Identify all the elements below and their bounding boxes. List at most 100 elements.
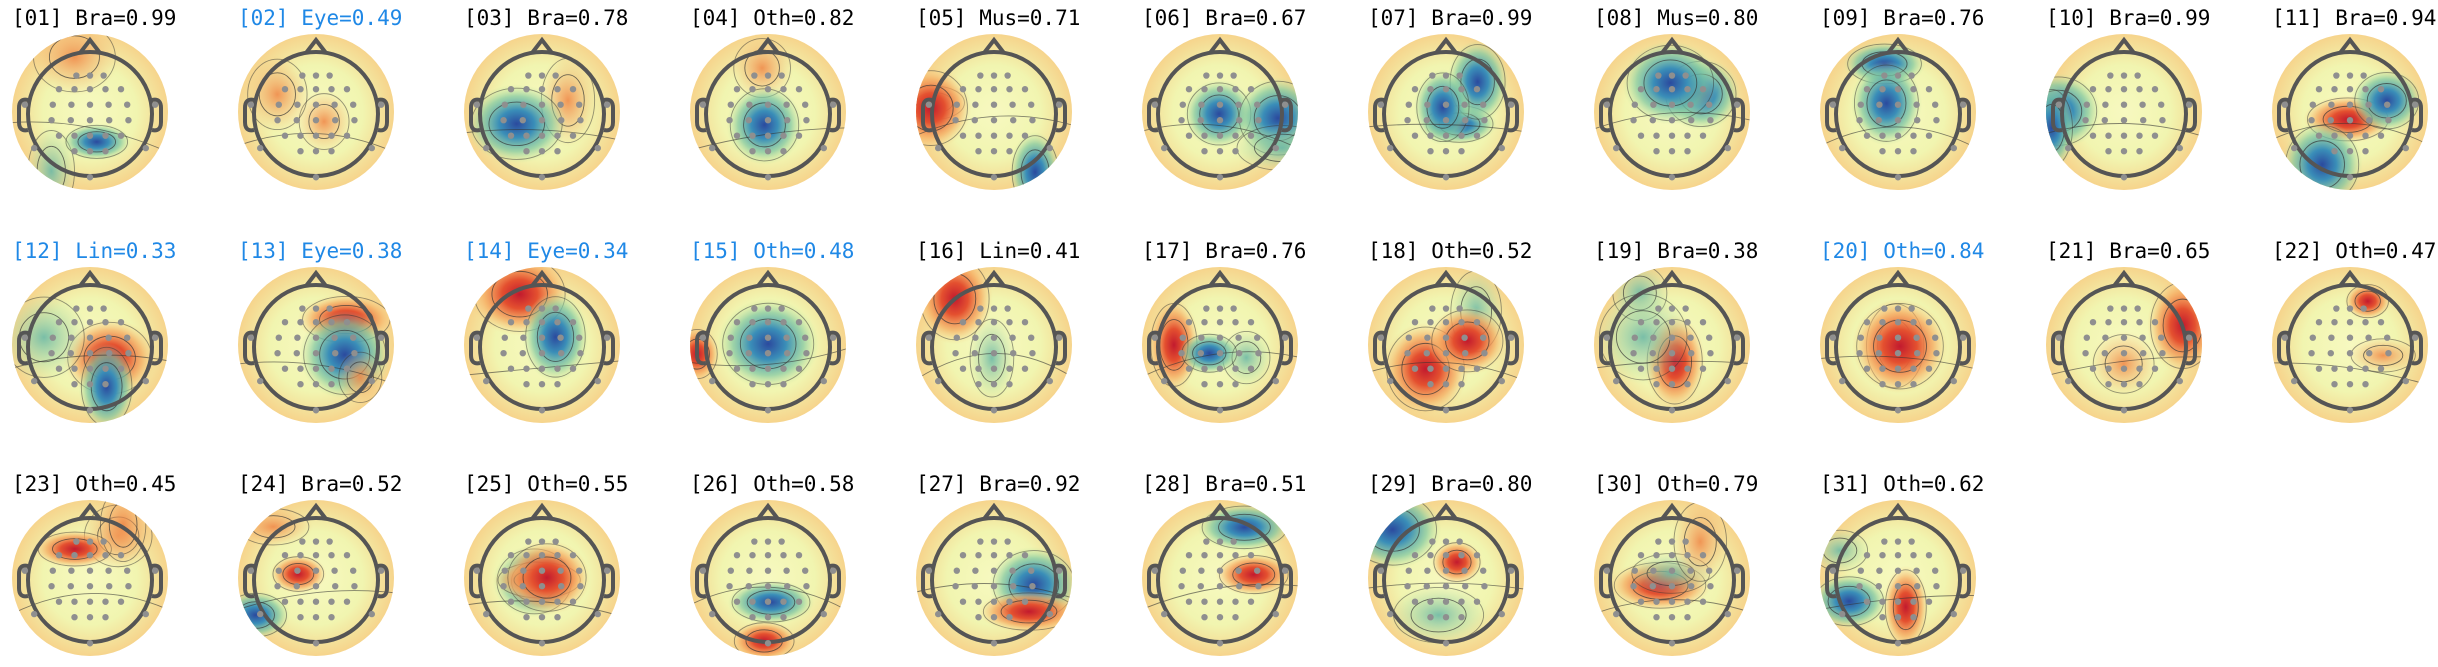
electrode [1473, 319, 1481, 326]
electrode [1203, 305, 1210, 312]
nose [304, 269, 328, 288]
electrode [2120, 381, 2128, 388]
electrode [1236, 350, 1243, 357]
electrode [935, 144, 942, 152]
electrode [1894, 640, 1902, 647]
electrode [1235, 101, 1242, 108]
topomap [916, 500, 1072, 656]
topomap [690, 267, 846, 423]
electrode [1281, 567, 1289, 574]
electrode [86, 614, 94, 621]
nose [756, 502, 780, 521]
electrode [1829, 567, 1837, 574]
electrode [1405, 334, 1413, 341]
electrode [959, 365, 967, 372]
electrode [1925, 598, 1933, 605]
electrode [331, 101, 338, 108]
component-title: [17] Bra=0.76 [1142, 239, 1306, 263]
electrode [1668, 640, 1676, 647]
electrode [274, 350, 281, 357]
electrode [1631, 567, 1639, 574]
electrode [764, 552, 772, 559]
electrode [784, 583, 791, 590]
contour [1368, 500, 1437, 566]
electrode [312, 305, 320, 312]
electrode [778, 72, 785, 79]
electrode [1216, 538, 1224, 545]
electrode [1029, 583, 1036, 590]
electrode [1201, 552, 1208, 559]
electrode [554, 365, 561, 372]
electrode [312, 148, 320, 155]
electrode [1232, 365, 1239, 372]
contour [12, 296, 85, 378]
electrode [726, 117, 733, 124]
electrode [328, 132, 335, 139]
electrode [1908, 305, 1915, 312]
electrode [764, 101, 772, 108]
electrode [2366, 350, 2373, 357]
electrode [820, 144, 827, 152]
electrode [2120, 117, 2128, 124]
field-blob [34, 530, 116, 568]
electrode [727, 334, 734, 341]
electrode [1829, 334, 1837, 341]
electrode [2083, 101, 2090, 108]
electrode [538, 174, 546, 181]
electrode [1179, 101, 1187, 108]
electrode [2089, 365, 2097, 372]
electrode [368, 610, 375, 618]
electrode [1613, 377, 1620, 385]
electrode [1232, 148, 1239, 155]
electrode [86, 407, 94, 414]
electrode [2107, 305, 2114, 312]
electrode [2105, 365, 2112, 372]
electrode [2136, 381, 2143, 388]
contour [2162, 298, 2202, 353]
component-title: [31] Oth=0.62 [1820, 472, 1984, 496]
electrode [1028, 567, 1035, 574]
electrode [1894, 319, 1902, 326]
electrode [975, 598, 982, 605]
electrode [312, 598, 320, 605]
left-ear [1373, 563, 1385, 599]
component-title: [09] Bra=0.76 [1820, 6, 1984, 30]
electrode [795, 552, 803, 559]
left-ear [921, 97, 933, 133]
electrode [86, 567, 94, 574]
left-ear [921, 563, 933, 599]
topomap [238, 500, 394, 656]
electrode [2327, 350, 2334, 357]
topomap [464, 500, 620, 656]
electrode [483, 377, 490, 385]
contour [80, 346, 133, 423]
electrode [778, 305, 785, 312]
electrode [538, 407, 546, 414]
electrode [1216, 552, 1224, 559]
electrode [726, 350, 733, 357]
electrode [554, 381, 561, 388]
nose [78, 36, 102, 55]
electrode [1442, 598, 1450, 605]
electrode [538, 305, 546, 312]
topomap [1594, 267, 1750, 423]
electrode [959, 552, 967, 559]
electrode [603, 334, 611, 341]
electrode [102, 614, 109, 621]
electrode [1216, 407, 1224, 414]
electrode [1230, 538, 1237, 545]
electrode [281, 365, 289, 372]
electrode [569, 552, 577, 559]
electrode [764, 72, 772, 79]
electrode [71, 319, 78, 326]
electrode [1255, 583, 1262, 590]
electrode [350, 334, 357, 341]
electrode [2120, 72, 2128, 79]
electrode [1925, 86, 1933, 93]
contour [743, 102, 786, 148]
electrode [1894, 117, 1902, 124]
electrode [332, 350, 339, 357]
electrode [952, 350, 959, 357]
electrode [1839, 610, 1846, 618]
electrode [117, 319, 125, 326]
